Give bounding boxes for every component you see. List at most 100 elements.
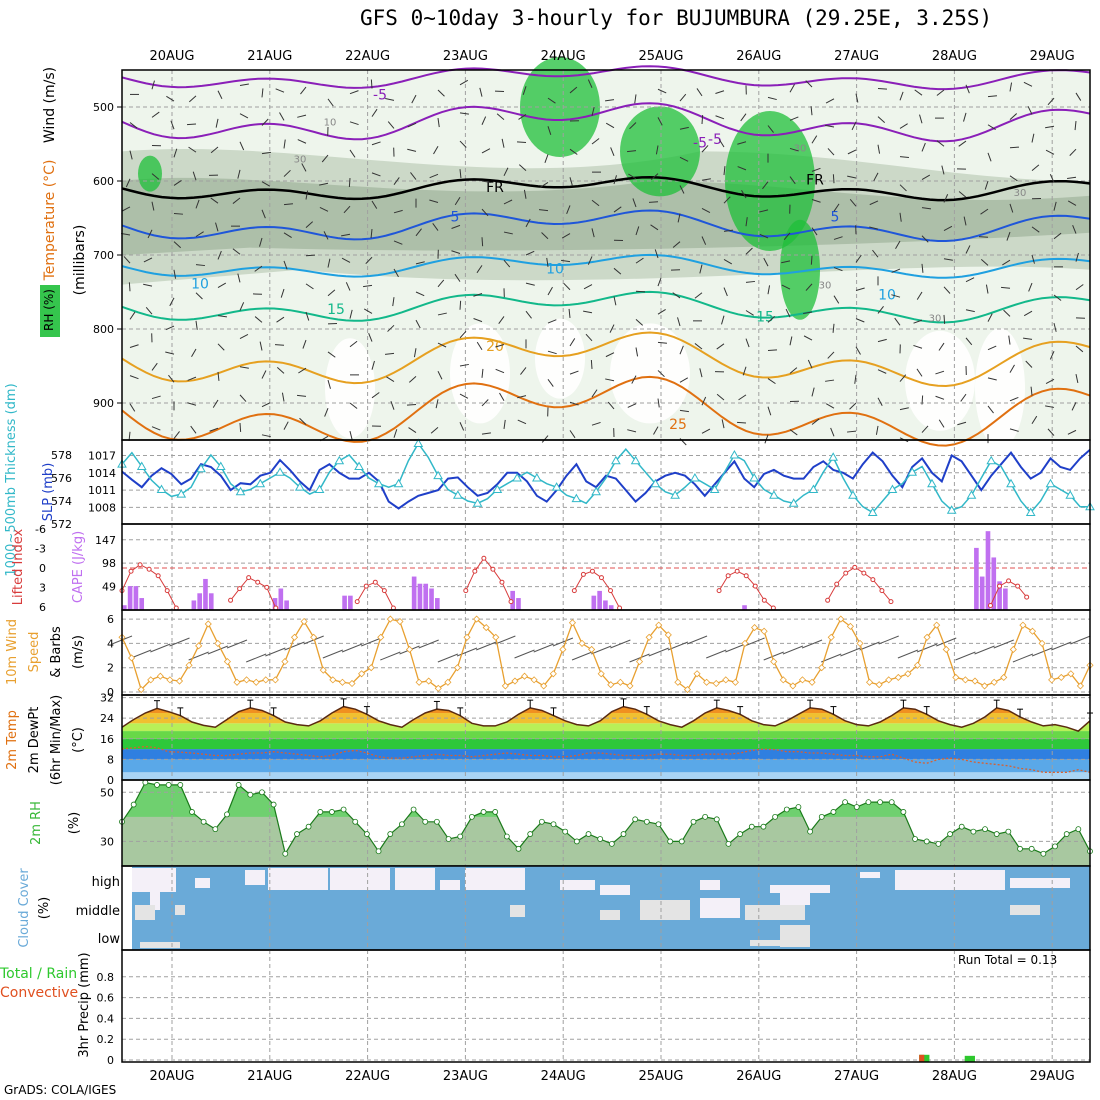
wind-barb <box>723 166 726 176</box>
wind-barb <box>679 345 684 355</box>
wind-barb <box>540 182 549 188</box>
wind-barb <box>1075 284 1084 291</box>
wind-marker <box>942 645 950 654</box>
wind-barb <box>825 403 835 409</box>
wind-barb <box>789 116 799 121</box>
wind-barb <box>1049 174 1055 183</box>
wind-barb <box>429 173 439 179</box>
cape-bar <box>974 547 979 610</box>
wind-marker <box>981 682 989 690</box>
wind-marker <box>913 661 922 669</box>
wind-marker <box>128 654 136 662</box>
wind-barb <box>987 405 994 414</box>
wind-marker <box>147 676 155 684</box>
wind-barb <box>789 147 799 152</box>
wind-barb <box>607 401 615 410</box>
wind-marker <box>243 676 251 684</box>
wind-marker <box>473 615 481 623</box>
rh-marker <box>655 821 662 828</box>
wind-barb <box>805 283 813 291</box>
wind-barb <box>517 419 527 425</box>
wind-barb <box>387 121 395 129</box>
wind-barb <box>877 369 887 374</box>
wind-barb <box>305 311 310 321</box>
wind-barb <box>459 422 465 431</box>
rh-marker <box>865 799 872 806</box>
wind-barb <box>481 116 487 125</box>
rh-marker <box>690 818 697 825</box>
thickness-marker <box>294 482 305 491</box>
precip-tick-label: 0.4 <box>97 1012 115 1025</box>
wind-barb <box>503 167 509 177</box>
wind-barb <box>503 259 511 268</box>
wind-barb <box>305 221 314 228</box>
rh-marker <box>480 809 487 815</box>
wind-barb <box>672 292 681 299</box>
slp-tick-label: 1008 <box>88 501 116 514</box>
wind-barb <box>899 407 909 411</box>
wind-barb <box>1053 232 1062 240</box>
thickness-marker <box>591 486 601 496</box>
wind-barb <box>129 122 138 129</box>
wind-barb <box>701 428 711 434</box>
wind-barb <box>943 225 953 232</box>
thickness-marker <box>709 484 720 493</box>
wind-barb <box>679 93 687 102</box>
rh-dry-blob <box>450 323 510 424</box>
wind-barb <box>943 286 951 294</box>
cloud-gap <box>268 868 328 890</box>
wind-barb <box>274 344 285 346</box>
wind-barb <box>591 138 600 145</box>
cloud-gap <box>700 880 720 890</box>
wind-barb <box>547 379 554 387</box>
wind-barb <box>591 421 601 426</box>
contour-label: 30 <box>294 155 307 166</box>
wind-barb <box>936 140 945 147</box>
cape-bar <box>278 588 284 610</box>
wind-barb <box>825 98 835 104</box>
wind-barb <box>745 338 750 348</box>
li-marker <box>861 570 867 576</box>
contour-label: 30 <box>819 280 832 291</box>
wind-barb <box>987 95 998 98</box>
wind-barb <box>913 344 923 349</box>
wind-barb <box>305 254 316 257</box>
wind-marker <box>511 677 519 685</box>
thickness-marker <box>670 490 681 499</box>
cloud-cover-panel: high middle low Cloud Cover (%) <box>17 865 1091 951</box>
li-tick-label: 0 <box>39 562 46 575</box>
wind-barb <box>706 649 727 659</box>
wind-barb <box>1002 259 1011 266</box>
wind-barb <box>239 141 245 151</box>
rh-marker <box>235 782 242 788</box>
rh-marker <box>305 823 312 830</box>
wind-barb <box>217 90 223 100</box>
rh-marker <box>842 799 848 806</box>
axis-label: 2m RH <box>29 801 44 845</box>
wind-barb <box>481 368 484 378</box>
wind-barb <box>275 88 285 93</box>
cape-bar <box>411 576 417 610</box>
wind-marker <box>971 677 979 685</box>
wind-barb <box>877 338 887 343</box>
wind-barb <box>517 395 527 399</box>
wind-barb <box>188 95 197 103</box>
wind-barb <box>525 310 532 319</box>
wind-marker <box>425 677 433 685</box>
thickness-marker <box>235 486 246 496</box>
wind-barb <box>1070 635 1091 645</box>
thickness-marker <box>788 498 799 507</box>
wind-barb <box>561 259 571 263</box>
wind-barb <box>1009 428 1019 432</box>
wind-barb <box>899 123 908 129</box>
thickness-marker <box>413 438 424 447</box>
wind-barb <box>1031 254 1035 264</box>
wind-marker <box>865 678 874 686</box>
wind-marker <box>789 682 797 690</box>
li-marker <box>761 597 767 603</box>
wind-barb <box>840 647 861 657</box>
thickness-marker <box>848 490 858 499</box>
wind-barb <box>481 148 491 154</box>
thickness-marker <box>867 507 878 516</box>
wind-barb <box>522 86 527 95</box>
